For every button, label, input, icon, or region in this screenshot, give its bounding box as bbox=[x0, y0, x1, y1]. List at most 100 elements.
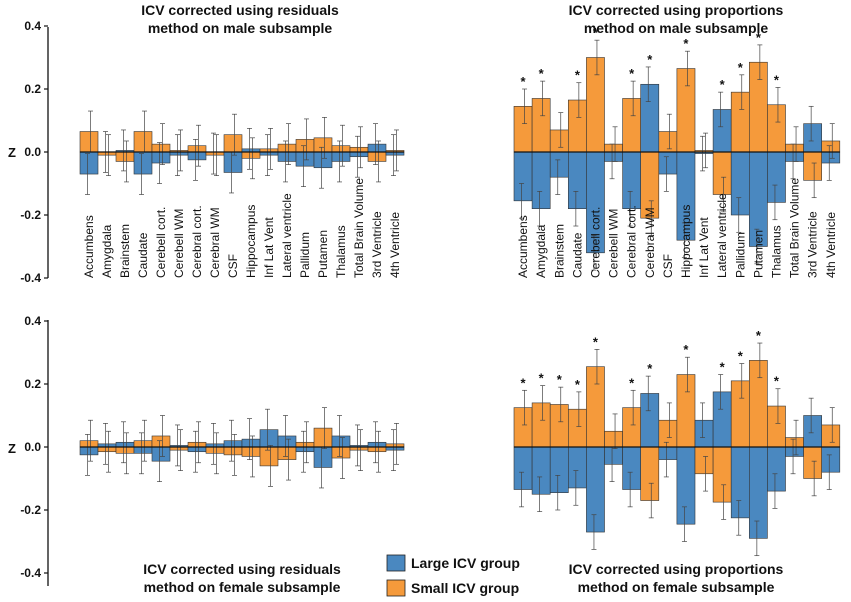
category-label-putamen: Putamen bbox=[751, 230, 765, 278]
bar-large-cerebell-wm bbox=[604, 151, 623, 162]
category-label-cerebell-cort: Cerebell cort. bbox=[588, 207, 602, 278]
y-axis-label-top: Z bbox=[8, 145, 16, 160]
bar-small-accumbens bbox=[513, 407, 533, 448]
bar-small-amygdala bbox=[97, 446, 117, 453]
significance-star-putamen: * bbox=[756, 30, 762, 45]
legend-label-small: Small ICV group bbox=[411, 580, 519, 596]
bar-large-cerebral-cort bbox=[622, 446, 641, 490]
category-label-3rd-ventricle: 3rd Ventricle bbox=[370, 211, 384, 278]
bar-large-thalamus bbox=[767, 151, 786, 203]
category-label-putamen: Putamen bbox=[316, 230, 330, 278]
bar-large-accumbens bbox=[79, 151, 99, 175]
significance-star-cerebral-wm: * bbox=[647, 52, 653, 67]
bar-small-cerebell-cort bbox=[586, 366, 605, 448]
bar-large-csf bbox=[658, 446, 678, 460]
category-label-inf-lat-vent: Inf Lat Vent bbox=[262, 217, 276, 278]
panel-title-male-residuals-line1: ICV corrected using residuals bbox=[141, 2, 339, 18]
significance-star-accumbens: * bbox=[521, 74, 527, 89]
panel-title-female-proportions-line1: ICV corrected using proportions bbox=[569, 561, 784, 577]
bar-large-cerebral-wm bbox=[640, 83, 660, 153]
panel-male-residuals bbox=[79, 110, 405, 195]
bar-small-inf-lat-vent bbox=[694, 446, 714, 475]
bar-small-cerebral-cort bbox=[187, 441, 207, 448]
legend-swatch-large bbox=[386, 554, 406, 572]
bar-small-thalamus bbox=[767, 104, 786, 153]
category-label-total-brain-volume: Total Brain Volume bbox=[788, 178, 802, 278]
panel-title-male-proportions-line1: ICV corrected using proportions bbox=[569, 2, 784, 18]
panel-female-residuals bbox=[79, 407, 405, 489]
bar-small-lateral-ventricle bbox=[712, 151, 732, 195]
bar-small-thalamus bbox=[331, 145, 351, 153]
bar-large-accumbens bbox=[513, 446, 533, 490]
category-label-3rd-ventricle: 3rd Ventricle bbox=[806, 211, 820, 278]
bar-small-pallidum bbox=[730, 91, 750, 153]
bar-large-3rd-ventricle bbox=[367, 441, 387, 448]
legend-swatch-small bbox=[386, 579, 406, 597]
significance-star-hippocampus: * bbox=[683, 342, 689, 357]
bar-small-cerebell-wm bbox=[604, 143, 623, 153]
bar-large-pallidum bbox=[730, 151, 750, 216]
legend-label-large: Large ICV group bbox=[411, 555, 520, 571]
bar-small-cerebral-cort bbox=[187, 145, 207, 153]
bar-large-csf bbox=[223, 440, 243, 448]
y-axis-label-bottom: Z bbox=[8, 441, 16, 456]
bar-small-cerebell-cort bbox=[151, 143, 171, 153]
bar-large-4th-ventricle bbox=[821, 151, 841, 164]
panel-title-male-residuals-line2: method on male subsample bbox=[148, 20, 333, 36]
category-label-pallidum: Pallidum bbox=[298, 232, 312, 278]
y-ticks-bottom: 0.4 0.2 0.0 -0.2 -0.4 bbox=[20, 314, 48, 580]
bar-large-hippocampus bbox=[241, 438, 261, 448]
bar-large-amygdala bbox=[531, 446, 551, 495]
bar-large-cerebell-cort bbox=[151, 446, 171, 462]
bar-large-putamen bbox=[313, 446, 333, 468]
bar-small-hippocampus bbox=[676, 68, 696, 153]
bar-large-cerebell-wm bbox=[604, 446, 623, 465]
bar-large-accumbens bbox=[513, 151, 533, 202]
y-tick-label: -0.4 bbox=[20, 271, 41, 285]
bar-large-cerebell-cort bbox=[151, 151, 171, 164]
bar-small-csf bbox=[223, 446, 243, 456]
category-label-cerebell-cort: Cerebell cort. bbox=[154, 207, 168, 278]
bar-small-lateral-ventricle bbox=[277, 446, 297, 460]
significance-star-amygdala: * bbox=[539, 371, 545, 386]
bar-large-hippocampus bbox=[676, 446, 696, 525]
bar-large-lateral-ventricle bbox=[712, 391, 732, 448]
category-label-thalamus: Thalamus bbox=[334, 225, 348, 278]
bar-small-hippocampus bbox=[676, 374, 696, 448]
y-tick-label: 0.4 bbox=[24, 19, 41, 33]
significance-star-pallidum: * bbox=[738, 349, 744, 364]
bar-large-3rd-ventricle bbox=[803, 415, 822, 448]
bar-small-accumbens bbox=[79, 131, 99, 153]
bar-small-thalamus bbox=[767, 405, 786, 448]
y-tick-label: 0.2 bbox=[24, 82, 41, 96]
y-tick-label: -0.4 bbox=[20, 566, 41, 580]
bar-small-total-brain-volume bbox=[785, 143, 804, 153]
bar-small-csf bbox=[223, 134, 243, 153]
bar-small-3rd-ventricle bbox=[367, 151, 387, 162]
bar-large-putamen bbox=[748, 446, 768, 539]
category-label-4th-ventricle: 4th Ventricle bbox=[824, 212, 838, 278]
bar-small-putamen bbox=[313, 427, 333, 448]
category-label-thalamus: Thalamus bbox=[769, 225, 783, 278]
category-labels-right: Accumbens Amygdala Brainstem Caudate Cerebel… bbox=[516, 178, 838, 278]
category-label-cerebell-wm: Cerebell WM bbox=[172, 209, 186, 278]
significance-star-cerebral-cort: * bbox=[629, 375, 635, 390]
bar-small-3rd-ventricle bbox=[367, 446, 387, 453]
significance-star-thalamus: * bbox=[774, 374, 780, 389]
significance-star-putamen: * bbox=[756, 328, 762, 343]
bar-large-inf-lat-vent bbox=[259, 429, 279, 448]
bar-large-brainstem bbox=[549, 446, 569, 493]
category-label-4th-ventricle: 4th Ventricle bbox=[388, 212, 402, 278]
panel-title-male-proportions-line2: method on male subsample bbox=[584, 20, 769, 36]
panel-title-female-residuals-line1: ICV corrected using residuals bbox=[143, 561, 341, 577]
significance-star-thalamus: * bbox=[774, 72, 780, 87]
bar-small-caudate bbox=[133, 440, 153, 448]
panel-title-female-residuals-line2: method on female subsample bbox=[144, 579, 341, 595]
bar-small-putamen bbox=[748, 61, 768, 153]
bar-small-brainstem bbox=[115, 151, 135, 162]
significance-star-pallidum: * bbox=[738, 60, 744, 75]
bar-large-cerebral-cort bbox=[187, 151, 207, 161]
category-label-amygdala: Amygdala bbox=[100, 224, 114, 278]
bar-small-4th-ventricle bbox=[821, 424, 841, 448]
